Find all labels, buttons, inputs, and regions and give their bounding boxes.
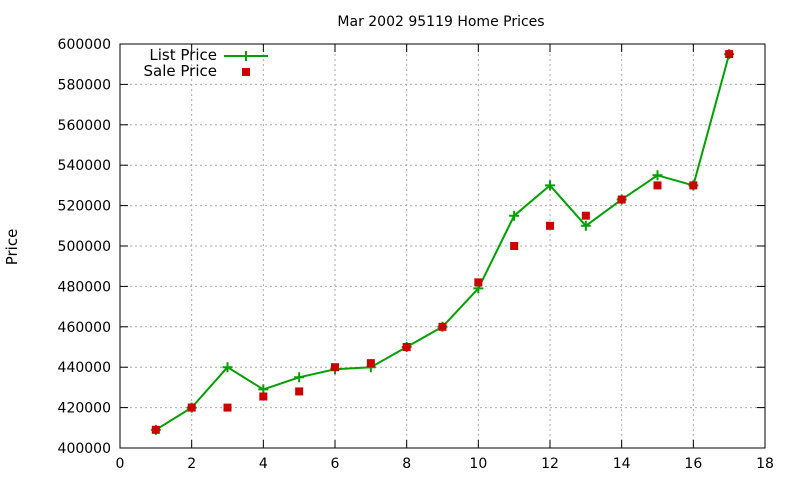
list-price-point: [545, 180, 555, 191]
sale-price-point: [617, 195, 626, 204]
sale-price-point: [223, 403, 232, 412]
sale-price-point: [689, 181, 698, 190]
sale-price-point: [581, 211, 590, 220]
y-tick-label: 400000: [58, 441, 111, 457]
y-tick-label: 460000: [58, 320, 111, 336]
x-tick-label: 12: [541, 456, 559, 472]
y-tick-label: 600000: [58, 37, 111, 53]
y-tick-labels: 400000 420000 440000 460000 480000 500000 5200…: [58, 37, 111, 457]
y-axis-label: Price: [3, 229, 21, 266]
sale-price-point: [653, 181, 662, 190]
sale-price-point: [331, 363, 339, 372]
list-price-point: [652, 170, 663, 181]
list-price-point: [509, 210, 520, 221]
x-tick-label: 8: [402, 456, 411, 472]
x-tick-label: 16: [684, 456, 702, 472]
x-tick-label: 6: [331, 456, 340, 472]
list-price-point: [222, 362, 233, 373]
x-tick-label: 0: [116, 456, 125, 472]
x-tick-label: 4: [259, 456, 268, 472]
y-tick-label: 440000: [58, 360, 111, 376]
y-tick-label: 580000: [58, 77, 111, 93]
y-tick-label: 500000: [58, 239, 111, 255]
chart-title: Mar 2002 95119 Home Prices: [337, 14, 544, 30]
sale-price-point: [546, 221, 554, 230]
list-price-point: [294, 372, 305, 383]
list-price-point: [580, 220, 591, 231]
sale-price-point: [259, 392, 268, 401]
sale-price-point: [438, 322, 447, 331]
sale-price-point: [402, 343, 411, 351]
x-tick-label: 14: [613, 456, 631, 472]
y-tick-label: 520000: [58, 199, 111, 215]
sale-price-point: [474, 278, 483, 287]
legend-marker-sale-price: [242, 68, 250, 76]
sale-price-point: [187, 403, 196, 412]
legend-marker-list-price: [241, 51, 251, 61]
grid-lines: [120, 44, 765, 448]
y-tick-label: 420000: [58, 401, 111, 417]
list-price-line: [155, 53, 731, 431]
sale-price-point: [510, 242, 519, 250]
legend: List Price Sale Price: [144, 46, 268, 80]
y-tick-label: 560000: [58, 118, 111, 134]
sale-price-point: [151, 425, 160, 434]
sale-price-point: [366, 359, 375, 368]
x-tick-label: 18: [756, 456, 774, 472]
legend-label-list-price: List Price: [149, 46, 217, 64]
sale-price-point: [725, 50, 734, 59]
sale-price-point: [295, 387, 304, 396]
y-tick-label: 480000: [58, 279, 111, 295]
x-tick-label: 10: [469, 456, 487, 472]
x-tick-label: 2: [187, 456, 196, 472]
axis-ticks: [119, 43, 766, 449]
legend-label-sale-price: Sale Price: [144, 62, 217, 80]
series-layer: [150, 49, 735, 435]
x-tick-labels: 0 2 4 6 8 10 12 14 16 18: [116, 456, 774, 472]
y-tick-label: 540000: [58, 158, 111, 174]
